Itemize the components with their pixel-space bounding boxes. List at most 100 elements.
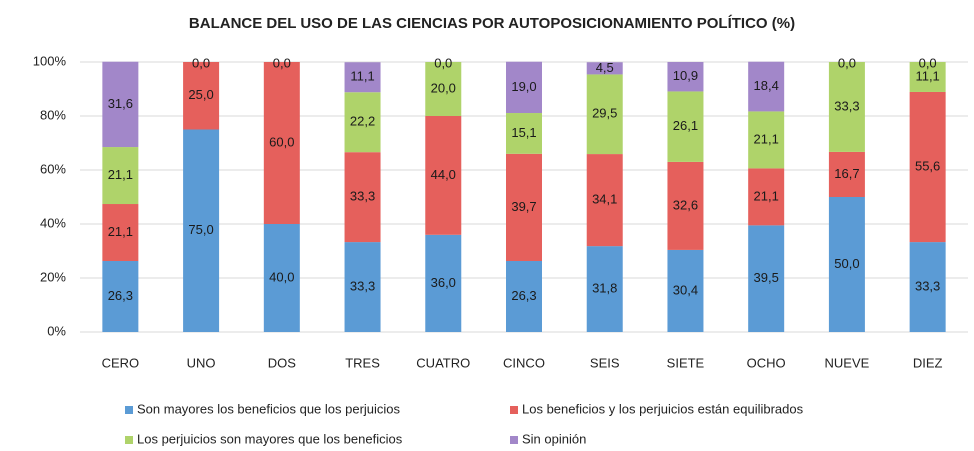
x-tick-label: CERO (102, 355, 140, 370)
value-label: 33,3 (834, 98, 859, 113)
legend-label: Sin opinión (522, 431, 586, 446)
bar-segment (102, 147, 139, 205)
value-label: 50,0 (834, 256, 859, 271)
bar-segment (183, 129, 220, 332)
value-label: 26,3 (511, 288, 536, 303)
bar-segment (506, 61, 542, 114)
bar-segment (828, 197, 865, 332)
bar-segment (586, 154, 623, 247)
value-label: 0,0 (192, 55, 210, 70)
bar-segment (828, 151, 865, 197)
y-tick-label: 100% (33, 53, 67, 68)
y-tick-label: 60% (40, 161, 66, 176)
value-label: 55,6 (915, 158, 940, 173)
legend-label: Los beneficios y los perjuicios están eq… (522, 401, 804, 416)
legend-swatch (510, 436, 518, 444)
bar-segment (263, 62, 300, 224)
bar-segment (909, 242, 946, 332)
value-label: 0,0 (838, 55, 856, 70)
value-label: 39,7 (511, 199, 536, 214)
value-label: 0,0 (273, 55, 291, 70)
bar-segment (344, 152, 381, 243)
value-label: 75,0 (188, 222, 213, 237)
value-label: 26,3 (108, 288, 133, 303)
bar-segment (183, 62, 220, 130)
bar-segment (909, 62, 946, 92)
y-tick-label: 0% (47, 323, 66, 338)
bar-segment (506, 260, 542, 332)
bar-segment (425, 234, 462, 332)
x-tick-label: TRES (345, 355, 380, 370)
x-tick-label: UNO (187, 355, 216, 370)
value-label: 22,2 (350, 114, 375, 129)
value-label: 0,0 (919, 55, 937, 70)
value-label: 40,0 (269, 269, 294, 284)
x-tick-label: OCHO (747, 355, 786, 370)
value-label: 30,4 (673, 282, 698, 297)
bar-segment (586, 246, 623, 332)
value-label: 34,1 (592, 192, 617, 207)
y-tick-label: 80% (40, 107, 66, 122)
value-label: 15,1 (511, 125, 536, 140)
value-label: 21,1 (108, 224, 133, 239)
value-label: 21,1 (754, 188, 779, 203)
legend-swatch (125, 436, 133, 444)
bar-segment (748, 111, 785, 169)
value-label: 11,1 (915, 68, 939, 83)
bar-segment (506, 153, 542, 261)
x-tick-label: NUEVE (825, 355, 870, 370)
value-label: 26,1 (673, 118, 698, 133)
bar-segment (344, 242, 381, 332)
bar-segment (425, 116, 462, 235)
x-tick-label: CINCO (503, 355, 545, 370)
x-tick-label: SIETE (667, 355, 705, 370)
bar-segment (667, 91, 704, 162)
value-label: 21,1 (754, 131, 779, 146)
x-tick-label: DOS (268, 355, 297, 370)
value-label: 32,6 (673, 197, 698, 212)
x-tick-label: DIEZ (913, 355, 943, 370)
value-label: 16,7 (834, 166, 859, 181)
bar-segment (425, 62, 462, 116)
value-label: 10,9 (673, 68, 698, 83)
value-label: 33,3 (915, 278, 940, 293)
value-label: 33,3 (350, 278, 375, 293)
value-label: 33,3 (350, 189, 375, 204)
legend-swatch (510, 406, 518, 414)
value-label: 20,0 (431, 80, 456, 95)
bar-segment (748, 168, 785, 226)
value-label: 44,0 (431, 167, 456, 182)
bar-segment (667, 161, 704, 250)
bar-segment (102, 61, 139, 148)
bar-segment (667, 249, 704, 332)
value-label: 21,1 (108, 167, 133, 182)
value-label: 39,5 (754, 270, 779, 285)
x-tick-label: SEIS (590, 355, 620, 370)
bar-segment (102, 260, 139, 332)
value-label: 0,0 (434, 55, 452, 70)
y-tick-label: 40% (40, 215, 66, 230)
bar-segment (748, 61, 785, 112)
bar-segment (667, 62, 704, 92)
legend-label: Los perjuicios son mayores que los benef… (137, 431, 403, 446)
value-label: 11,1 (350, 69, 374, 84)
bar-segment (909, 91, 946, 243)
bar-segment (748, 225, 785, 332)
bar-segment (828, 62, 865, 152)
value-label: 25,0 (188, 87, 213, 102)
value-label: 4,5 (596, 60, 614, 75)
value-label: 60,0 (269, 134, 294, 149)
legend-swatch (125, 406, 133, 414)
bar-segment (344, 62, 381, 93)
value-label: 36,0 (431, 275, 456, 290)
value-label: 31,6 (108, 96, 133, 111)
bar-segment (506, 113, 542, 154)
chart-title: BALANCE DEL USO DE LAS CIENCIAS POR AUTO… (189, 15, 795, 32)
bar-segment (586, 74, 623, 155)
bar-segment (102, 204, 139, 261)
legend-label: Son mayores los beneficios que los perju… (137, 401, 401, 416)
y-tick-label: 20% (40, 269, 66, 284)
bar-segment (344, 92, 381, 153)
x-tick-label: CUATRO (416, 355, 470, 370)
